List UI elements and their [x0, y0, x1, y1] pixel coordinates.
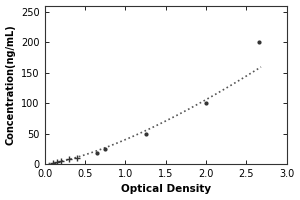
X-axis label: Optical Density: Optical Density [121, 184, 211, 194]
Y-axis label: Concentration(ng/mL): Concentration(ng/mL) [6, 24, 16, 145]
